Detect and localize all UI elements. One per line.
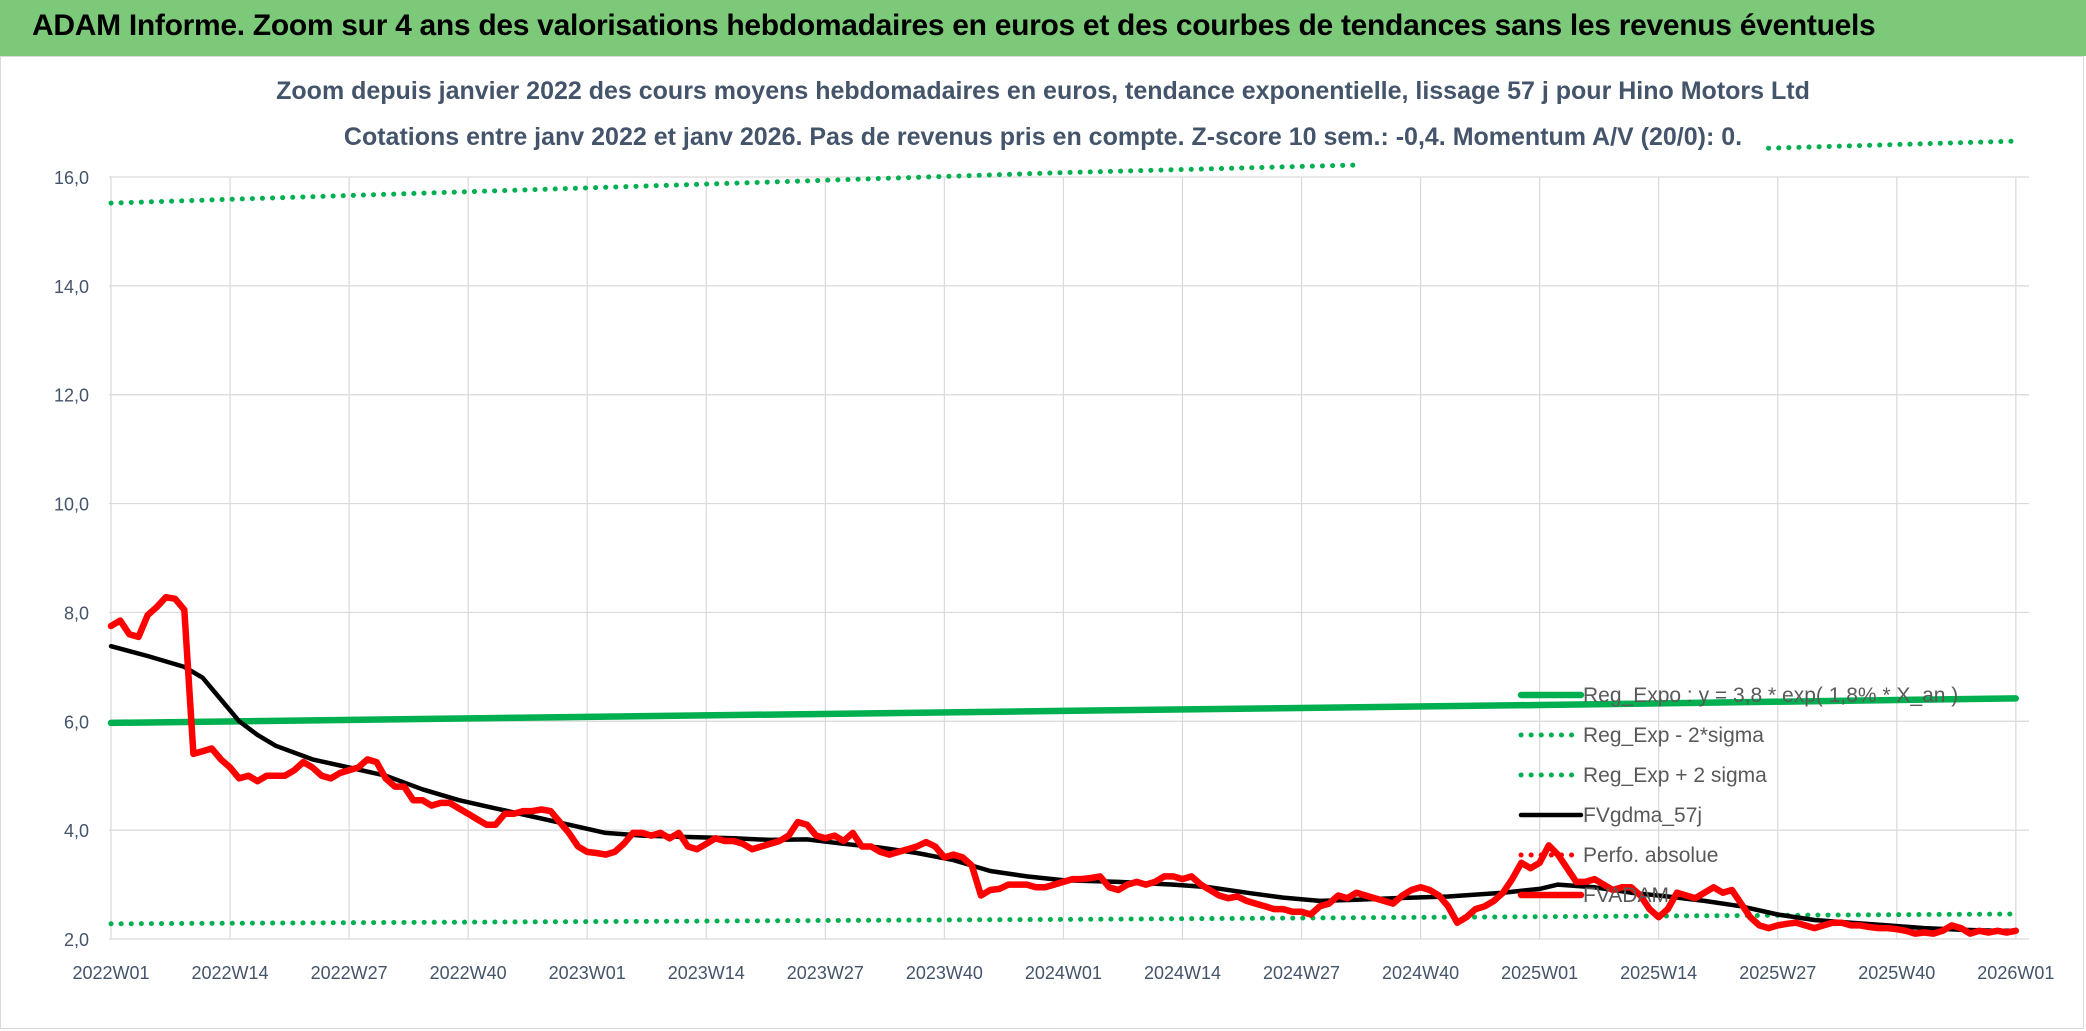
x-tick-label: 2023W40 bbox=[906, 963, 983, 983]
y-axis-ticks: 16,0 14,0 12,0 10,0 8,0 6,0 4,0 2,0 bbox=[54, 168, 89, 950]
x-tick-label: 2022W27 bbox=[311, 963, 388, 983]
report-title: ADAM Informe. Zoom sur 4 ans des valoris… bbox=[32, 9, 1876, 42]
legend: Reg_Expo : y = 3,8 * exp( 1,8% * X_an ) R… bbox=[1517, 684, 1958, 907]
y-tick-label: 2,0 bbox=[64, 930, 89, 950]
x-tick-label: 2025W01 bbox=[1501, 963, 1578, 983]
x-tick-label: 2023W14 bbox=[668, 963, 745, 983]
y-tick-label: 12,0 bbox=[54, 386, 89, 406]
series-line-reg-exp-2-sigma bbox=[108, 911, 2019, 927]
series-layer bbox=[107, 138, 2020, 937]
chart-title: Zoom depuis janvier 2022 des cours moyen… bbox=[276, 77, 1810, 105]
legend-label: Reg_Exp + 2 sigma bbox=[1583, 764, 1767, 787]
series-line-reg-exp-2-sigma-part2 bbox=[1766, 138, 2019, 151]
x-tick-label: 2022W14 bbox=[192, 963, 269, 983]
x-tick-label: 2025W40 bbox=[1858, 963, 1935, 983]
legend-label: FVgdma_57j bbox=[1583, 804, 1702, 827]
legend-label: FVADAM bbox=[1583, 884, 1669, 907]
x-tick-label: 2023W27 bbox=[787, 963, 864, 983]
chart-frame: 16,0 14,0 12,0 10,0 8,0 6,0 4,0 2,0 2022W01 2022… bbox=[0, 56, 2084, 1029]
x-tick-label: 2022W40 bbox=[430, 963, 507, 983]
chart-subtitle: Cotations entre janv 2022 et janv 2026. … bbox=[344, 123, 1742, 151]
y-tick-label: 4,0 bbox=[64, 821, 89, 841]
x-axis-ticks: 2022W01 2022W14 2022W27 2022W40 2023W01 2023W… bbox=[72, 963, 2054, 983]
x-tick-label: 2022W01 bbox=[72, 963, 149, 983]
series-line-fvadam bbox=[107, 593, 2020, 937]
gridlines bbox=[109, 176, 2029, 940]
legend-label: Reg_Expo : y = 3,8 * exp( 1,8% * X_an ) bbox=[1583, 684, 1958, 707]
x-tick-label: 2023W01 bbox=[549, 963, 626, 983]
x-tick-label: 2024W40 bbox=[1382, 963, 1459, 983]
y-tick-label: 8,0 bbox=[64, 603, 89, 623]
y-tick-label: 14,0 bbox=[54, 277, 89, 297]
x-tick-label: 2026W01 bbox=[1977, 963, 2054, 983]
report-banner: ADAM Informe. Zoom sur 4 ans des valoris… bbox=[0, 0, 2086, 56]
legend-label: Reg_Exp - 2*sigma bbox=[1583, 724, 1764, 747]
y-tick-label: 16,0 bbox=[54, 168, 89, 188]
series-line-reg-expo-y-3-8-exp-1-8-x-an bbox=[107, 695, 2020, 727]
x-tick-label: 2024W01 bbox=[1025, 963, 1102, 983]
price-chart: 16,014,012,010,08,06,04,02,0 2022W01 2022… bbox=[54, 77, 2054, 983]
y-tick-label: 6,0 bbox=[64, 712, 89, 732]
series-line-reg-exp-2-sigma-part1 bbox=[108, 162, 1359, 206]
x-tick-label: 2025W27 bbox=[1739, 963, 1816, 983]
x-tick-label: 2024W27 bbox=[1263, 963, 1340, 983]
x-tick-label: 2025W14 bbox=[1620, 963, 1697, 983]
series-line-fvgdma-57j bbox=[108, 643, 2019, 934]
y-tick-label: 10,0 bbox=[54, 495, 89, 515]
x-tick-label: 2024W14 bbox=[1144, 963, 1221, 983]
legend-label: Perfo. absolue bbox=[1583, 844, 1718, 867]
